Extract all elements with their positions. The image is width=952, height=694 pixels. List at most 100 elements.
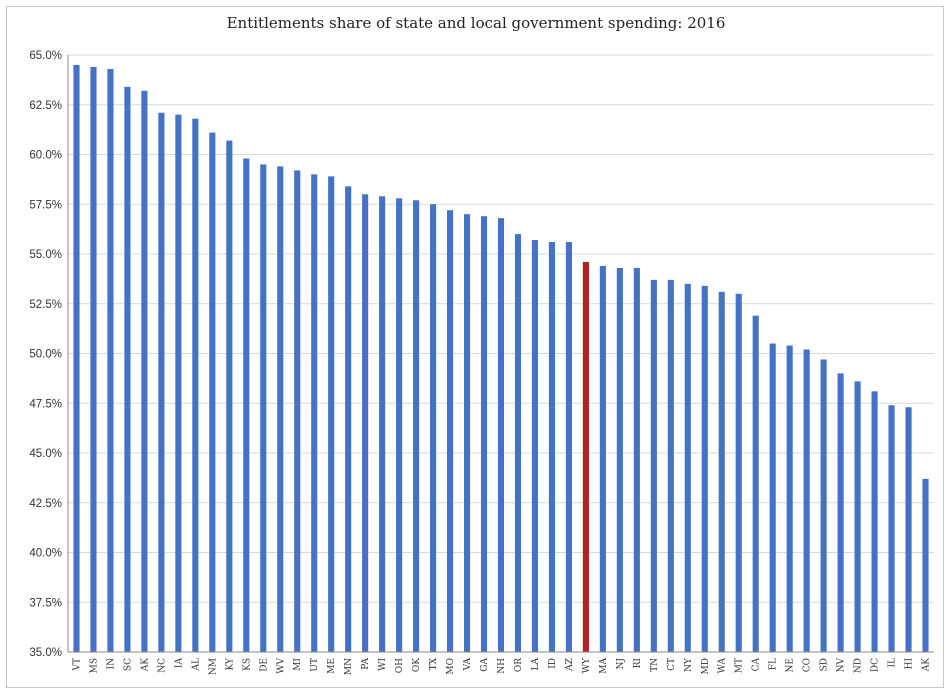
x-tick-label: CT: [667, 658, 677, 671]
bar-or: [514, 234, 522, 652]
bar-nh: [497, 218, 505, 652]
y-tick-label: 57.5%: [29, 199, 62, 211]
bar-sc: [124, 86, 131, 653]
y-tick-label: 50.0%: [29, 349, 62, 361]
x-tick-label: KY: [225, 657, 235, 670]
x-tick-label: SC: [123, 658, 133, 671]
x-tick-label: WA: [718, 658, 728, 674]
y-tick-label: 45.0%: [29, 448, 62, 460]
bar-wy: [582, 261, 589, 652]
x-tick-label: TX: [429, 657, 439, 670]
bar-ny: [684, 283, 691, 652]
x-tick-label: IL: [888, 658, 898, 668]
x-tick-label: HI: [905, 658, 915, 670]
bar-co: [803, 349, 810, 652]
x-tick-label: LA: [531, 658, 541, 671]
x-tick-label: TN: [650, 658, 660, 672]
x-tick-label: MO: [446, 658, 456, 675]
bar-id: [548, 242, 555, 652]
y-tick-label: 52.5%: [29, 299, 62, 311]
bar-mo: [447, 210, 454, 652]
bar-ne: [786, 345, 793, 652]
bar-mi: [294, 170, 301, 653]
x-tick-label: NH: [497, 658, 507, 674]
y-tick-label: 42.5%: [29, 498, 62, 510]
x-tick-label: GA: [480, 658, 490, 672]
bar-nm: [209, 132, 216, 653]
x-tick-label: DC: [871, 658, 881, 672]
y-tick-label: 40.0%: [29, 548, 62, 560]
x-tick-label: WI: [378, 658, 388, 671]
bar-mn: [345, 186, 352, 652]
x-tick-label: VT: [72, 658, 82, 672]
bar-wi: [379, 196, 386, 653]
y-tick-label: 65.0%: [29, 50, 62, 62]
x-tick-label: NM: [208, 658, 218, 675]
bar-ia: [175, 114, 182, 652]
bar-la: [531, 240, 539, 652]
x-tick-label: CO: [803, 658, 813, 672]
bar-al: [192, 118, 199, 653]
x-tick-label: IA: [174, 658, 184, 669]
bar-ga: [480, 216, 488, 652]
bar-ks: [243, 158, 250, 653]
x-tick-label: MN: [344, 658, 354, 675]
x-tick-label: AK: [922, 658, 932, 672]
bar-wa: [718, 291, 725, 652]
bar-ak: [922, 478, 929, 652]
x-tick-label: NE: [786, 658, 796, 672]
bar-ut: [311, 174, 318, 652]
chart-title: Entitlements share of state and local go…: [226, 14, 726, 32]
x-tick-label: MT: [735, 658, 745, 673]
bar-ok: [413, 200, 420, 652]
x-tick-label: CA: [752, 658, 762, 672]
y-tick-label: 35.0%: [29, 647, 62, 659]
x-tick-label: FL: [769, 658, 779, 670]
bar-va: [463, 214, 471, 652]
x-tick-label: NJ: [616, 658, 626, 670]
bar-tn: [650, 279, 657, 652]
y-tick-label: 62.5%: [29, 100, 62, 112]
bar-ms: [90, 66, 97, 652]
x-tick-label: MD: [701, 658, 711, 674]
bar-ca: [752, 315, 759, 652]
bar-pa: [362, 194, 369, 653]
y-tick-label: 55.0%: [29, 249, 62, 261]
bar-wv: [277, 166, 284, 652]
x-tick-label: VA: [463, 658, 473, 672]
x-tick-label: DE: [259, 658, 269, 672]
x-tick-label: OR: [514, 658, 524, 672]
y-tick-label: 60.0%: [29, 150, 62, 162]
bar-ky: [226, 140, 233, 652]
x-tick-label: MA: [599, 658, 609, 674]
x-tick-label: MI: [293, 658, 303, 671]
bar-md: [701, 285, 708, 652]
x-tick-label: AZ: [565, 658, 575, 672]
x-tick-label: NY: [684, 657, 694, 672]
x-tick-label: SD: [820, 658, 830, 671]
x-tick-label: IN: [106, 658, 116, 670]
bar-nv: [837, 373, 844, 652]
bar-nj: [616, 267, 623, 652]
y-tick-label: 47.5%: [29, 398, 62, 410]
bar-de: [260, 164, 267, 652]
y-axis-ticks: 35.0% 37.5% 40.0% 42.5% 45.0% 47.5% 50.0% 52.5%…: [29, 50, 62, 659]
x-tick-label: AL: [191, 658, 201, 671]
bar-tx: [430, 204, 437, 652]
x-tick-label: AK: [140, 658, 150, 672]
x-tick-label: NV: [837, 658, 847, 673]
bar-fl: [769, 343, 776, 652]
bars: [73, 64, 929, 653]
bar-nc: [158, 112, 165, 652]
x-tick-label: WY: [582, 657, 592, 673]
x-tick-label: NC: [157, 658, 167, 673]
bar-me: [328, 176, 335, 652]
x-tick-label: UT: [310, 658, 320, 672]
x-tick-label: MS: [89, 658, 99, 673]
x-tick-label: RI: [633, 658, 643, 669]
bar-mt: [735, 293, 742, 652]
y-tick-label: 37.5%: [29, 597, 62, 609]
x-tick-label: OH: [395, 658, 405, 673]
bar-ma: [599, 265, 606, 652]
